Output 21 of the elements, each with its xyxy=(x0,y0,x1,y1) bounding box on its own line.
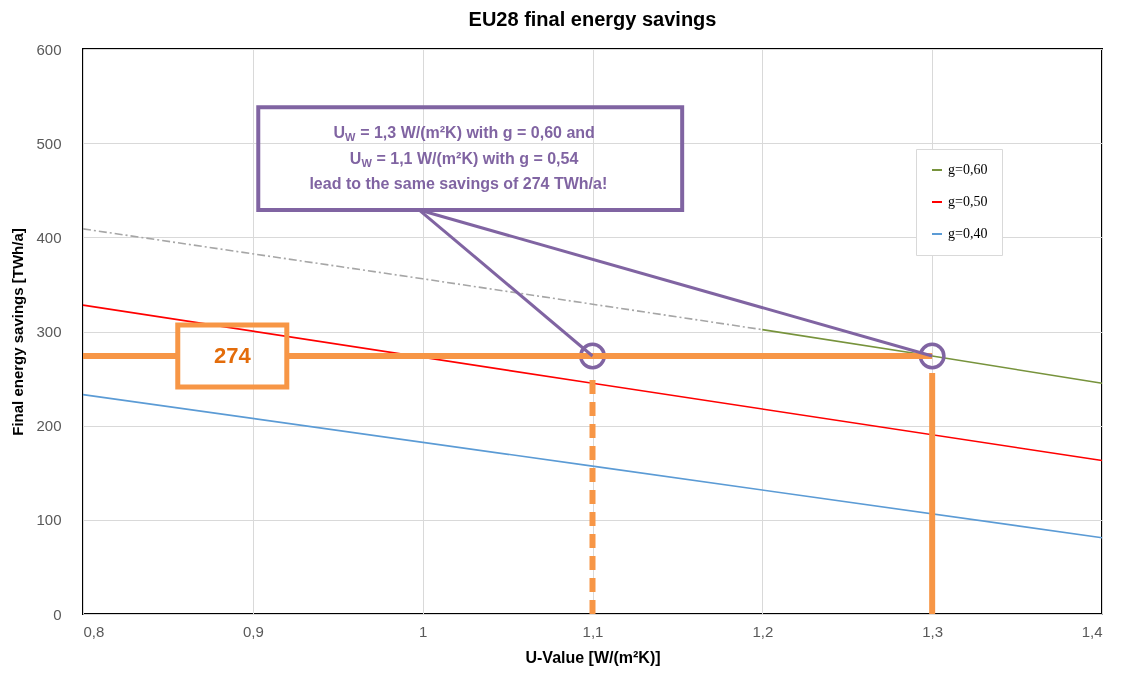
x-tick-label: 0,9 xyxy=(242,622,264,640)
y-tick-label: 0 xyxy=(53,605,62,623)
x-axis-title: U-Value [W/(m²K)] xyxy=(525,648,661,666)
y-tick-label: 100 xyxy=(36,511,62,529)
x-tick-label: 1,4 xyxy=(1081,622,1103,640)
y-tick-label: 400 xyxy=(36,228,62,246)
y-tick-label: 300 xyxy=(36,323,62,340)
ref-line-label: 274 xyxy=(213,342,252,368)
y-axis-title: Final energy savings [TWh/a] xyxy=(9,228,27,436)
x-tick-label: 1,3 xyxy=(922,622,944,640)
x-tick-label: 1,2 xyxy=(752,622,774,640)
legend-label: g=0,40 xyxy=(948,226,988,241)
y-tick-label: 200 xyxy=(36,417,62,435)
chart-title: EU28 final energy savings xyxy=(468,8,717,30)
x-tick-label: 0,8 xyxy=(83,622,105,640)
legend-label: g=0,60 xyxy=(948,162,988,177)
y-tick-label: 600 xyxy=(36,40,62,58)
x-tick-label: 1,1 xyxy=(582,622,604,640)
legend-label: g=0,50 xyxy=(948,194,988,209)
y-tick-label: 500 xyxy=(36,134,62,152)
x-tick-label: 1 xyxy=(418,622,428,640)
